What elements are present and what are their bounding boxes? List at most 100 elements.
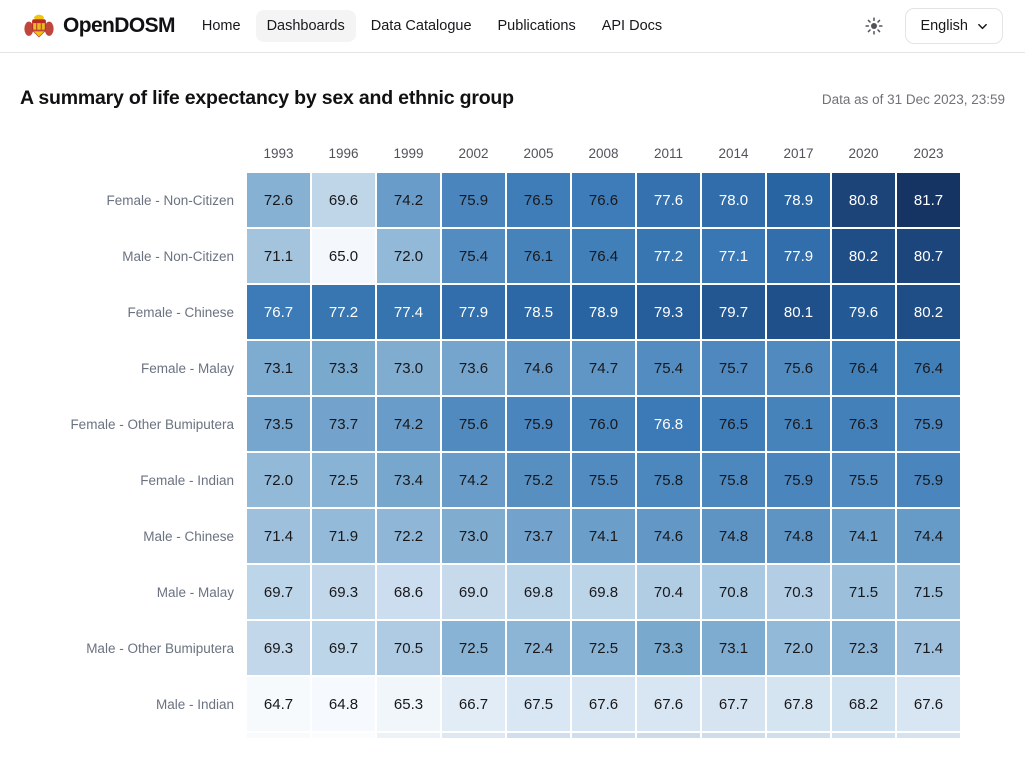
heatmap-cell[interactable]: 75.9 [442,173,505,227]
heatmap-cell[interactable]: 73.0 [442,509,505,563]
heatmap-cell[interactable]: 73.3 [312,341,375,395]
heatmap-cell[interactable]: 77.4 [377,285,440,339]
heatmap-cell[interactable]: 75.9 [897,397,960,451]
heatmap-cell[interactable]: 78.9 [767,173,830,227]
heatmap-cell[interactable]: 74.7 [572,341,635,395]
heatmap-cell[interactable]: 76.7 [247,285,310,339]
heatmap-cell[interactable]: 77.9 [767,229,830,283]
heatmap-cell[interactable]: 65.0 [312,229,375,283]
heatmap-cell[interactable]: 64.7 [247,677,310,731]
heatmap-cell[interactable]: 76.3 [832,397,895,451]
heatmap-cell[interactable]: 72.5 [442,621,505,675]
heatmap-cell[interactable]: 80.8 [832,173,895,227]
heatmap-cell[interactable]: 73.1 [247,341,310,395]
heatmap-cell[interactable]: 77.6 [637,173,700,227]
heatmap-cell[interactable]: 76.4 [832,341,895,395]
heatmap-cell[interactable]: 80.7 [897,229,960,283]
nav-item-publications[interactable]: Publications [497,18,576,34]
heatmap-cell[interactable]: 77.2 [637,229,700,283]
heatmap-cell[interactable]: 74.8 [767,509,830,563]
language-selector[interactable]: English [905,8,1003,44]
heatmap-cell[interactable]: 67.5 [507,677,570,731]
heatmap-cell[interactable]: 81.7 [897,173,960,227]
heatmap-cell[interactable]: 73.0 [377,341,440,395]
heatmap-cell[interactable]: 76.6 [572,173,635,227]
heatmap-cell[interactable]: 79.7 [702,285,765,339]
heatmap-cell[interactable]: 74.6 [637,509,700,563]
heatmap-cell[interactable]: 77.9 [442,285,505,339]
nav-item-home[interactable]: Home [201,18,241,34]
heatmap-cell[interactable]: 69.6 [312,173,375,227]
theme-toggle-button[interactable] [857,9,891,43]
heatmap-cell[interactable]: 73.6 [442,341,505,395]
heatmap-cell[interactable]: 69.3 [312,565,375,619]
heatmap-cell[interactable]: 69.8 [507,565,570,619]
heatmap-cell[interactable]: 75.9 [897,453,960,507]
heatmap-cell[interactable]: 74.1 [572,509,635,563]
nav-item-dashboards[interactable]: Dashboards [255,10,356,42]
heatmap-cell[interactable]: 71.1 [247,229,310,283]
heatmap-cell[interactable]: 66.7 [442,677,505,731]
nav-item-api-docs[interactable]: API Docs [601,18,663,34]
heatmap-cell[interactable]: 72.5 [312,453,375,507]
heatmap-cell[interactable]: 69.7 [312,621,375,675]
heatmap-cell[interactable]: 74.1 [832,509,895,563]
heatmap-cell[interactable]: 76.4 [897,341,960,395]
heatmap-cell[interactable]: 71.9 [312,509,375,563]
heatmap-cell[interactable]: 72.6 [247,173,310,227]
heatmap-cell[interactable]: 72.2 [377,509,440,563]
heatmap-cell[interactable]: 74.2 [442,453,505,507]
heatmap-cell[interactable]: 78.9 [572,285,635,339]
heatmap-cell[interactable]: 70.8 [702,565,765,619]
nav-item-data-catalogue[interactable]: Data Catalogue [370,18,472,34]
heatmap-cell[interactable]: 80.2 [897,285,960,339]
heatmap-cell[interactable]: 69.8 [572,565,635,619]
heatmap-cell[interactable]: 77.2 [312,285,375,339]
heatmap-cell[interactable]: 73.7 [507,509,570,563]
heatmap-cell[interactable]: 73.4 [377,453,440,507]
heatmap-cell[interactable]: 75.5 [572,453,635,507]
heatmap-cell[interactable]: 72.0 [377,229,440,283]
heatmap-cell[interactable]: 71.4 [897,621,960,675]
heatmap-cell[interactable]: 71.4 [247,509,310,563]
heatmap-cell[interactable]: 67.6 [637,677,700,731]
heatmap-cell[interactable]: 67.8 [767,677,830,731]
heatmap-cell[interactable]: 75.7 [702,341,765,395]
heatmap-cell[interactable]: 80.2 [832,229,895,283]
heatmap-cell[interactable]: 74.6 [507,341,570,395]
heatmap-cell[interactable]: 73.7 [312,397,375,451]
heatmap-cell[interactable]: 72.4 [507,621,570,675]
heatmap-cell[interactable]: 77.1 [702,229,765,283]
heatmap-cell[interactable]: 71.5 [897,565,960,619]
heatmap-cell[interactable]: 75.6 [767,341,830,395]
heatmap-cell[interactable]: 72.0 [247,453,310,507]
heatmap-cell[interactable]: 76.0 [572,397,635,451]
heatmap-cell[interactable]: 73.3 [637,621,700,675]
heatmap-cell[interactable]: 68.6 [377,565,440,619]
heatmap-cell[interactable]: 75.4 [637,341,700,395]
heatmap-cell[interactable]: 74.2 [377,173,440,227]
heatmap-cell[interactable]: 80.1 [767,285,830,339]
heatmap-cell[interactable]: 67.6 [572,677,635,731]
heatmap-cell[interactable]: 69.3 [247,621,310,675]
heatmap-cell[interactable]: 72.3 [832,621,895,675]
heatmap-cell[interactable]: 73.1 [702,621,765,675]
heatmap-cell[interactable]: 75.5 [832,453,895,507]
heatmap-cell[interactable]: 75.9 [507,397,570,451]
heatmap-cell[interactable]: 75.8 [637,453,700,507]
heatmap-cell[interactable]: 78.0 [702,173,765,227]
heatmap-cell[interactable]: 75.4 [442,229,505,283]
heatmap-cell[interactable]: 79.6 [832,285,895,339]
heatmap-cell[interactable]: 69.7 [247,565,310,619]
heatmap-cell[interactable]: 76.5 [702,397,765,451]
heatmap-cell[interactable]: 76.1 [507,229,570,283]
heatmap-cell[interactable]: 68.2 [832,677,895,731]
heatmap-cell[interactable]: 67.6 [897,677,960,731]
heatmap-cell[interactable]: 74.8 [702,509,765,563]
heatmap-cell[interactable]: 69.0 [442,565,505,619]
heatmap-cell[interactable]: 74.2 [377,397,440,451]
heatmap-cell[interactable]: 72.5 [572,621,635,675]
heatmap-cell[interactable]: 72.0 [767,621,830,675]
heatmap-cell[interactable]: 70.3 [767,565,830,619]
heatmap-cell[interactable]: 64.8 [312,677,375,731]
